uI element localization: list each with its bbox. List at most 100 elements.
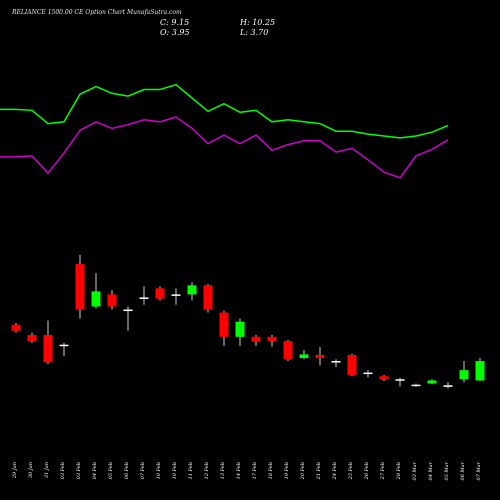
candle-body: [27, 335, 37, 342]
candle-body: [235, 321, 245, 337]
high-value: H: 10.25: [240, 18, 276, 27]
candle: [459, 361, 469, 383]
candle-body: [219, 312, 229, 337]
x-tick-label: 26 Feb: [364, 462, 370, 480]
candle-body: [299, 354, 309, 359]
candle: [267, 335, 277, 347]
x-tick-label: 20 Feb: [300, 462, 306, 480]
x-tick-label: 13 Feb: [220, 462, 226, 479]
x-tick-label: 10 Feb: [156, 462, 162, 479]
candle: [155, 286, 165, 301]
x-tick-label: 12 Feb: [204, 462, 210, 479]
candle: [315, 347, 325, 366]
candle-body: [315, 355, 325, 359]
candle-body: [475, 361, 485, 381]
candle: [475, 358, 485, 382]
candle-body: [107, 294, 117, 307]
x-tick-label: 03 Feb: [60, 462, 66, 479]
x-tick-label: 11 Feb: [188, 462, 194, 479]
candle: [411, 383, 421, 387]
candle-body: [347, 355, 357, 375]
candle-body: [91, 291, 101, 307]
candle-body: [11, 324, 21, 331]
x-tick-label: 04 Mar: [428, 461, 434, 480]
candle-body: [123, 309, 133, 312]
candle-body: [283, 341, 293, 360]
close-value: C: 9.15: [160, 18, 190, 27]
x-axis-labels: 29 Jan 30 Jan 31 Jan 03 Feb 03 Feb 04 Feb 05 F…: [12, 461, 482, 480]
x-tick-label: 10 Feb: [172, 462, 178, 479]
chart-title: RELIANCE 1500.00 CE Option Chart MunafaS…: [12, 9, 182, 16]
candle: [203, 284, 213, 313]
candle: [187, 282, 197, 301]
candle: [251, 335, 261, 346]
indicator-lines: [0, 83, 449, 179]
candle: [75, 255, 85, 319]
candles: [11, 255, 485, 389]
x-tick-label: 25 Feb: [348, 462, 354, 480]
open-value: O: 3.95: [160, 28, 190, 37]
candle: [299, 350, 309, 360]
x-tick-label: 07 Feb: [140, 462, 146, 479]
candle: [91, 273, 101, 309]
candle: [107, 290, 117, 310]
candle-body: [427, 380, 437, 384]
candle: [235, 318, 245, 346]
candle-body: [331, 361, 341, 363]
candle-body: [155, 288, 165, 299]
candle: [171, 288, 181, 305]
x-tick-label: 05 Feb: [108, 462, 114, 479]
candle-body: [379, 376, 389, 380]
candle-body: [59, 344, 69, 347]
candle-body: [411, 384, 421, 387]
candle: [331, 359, 341, 368]
low-value: L: 3.70: [240, 28, 269, 37]
candle-body: [267, 336, 277, 342]
x-tick-label: 28 Feb: [396, 462, 402, 480]
candle: [283, 339, 293, 362]
indicator-line-2: [0, 116, 449, 179]
x-tick-label: 06 Mar: [460, 461, 466, 480]
x-tick-label: 31 Jan: [44, 462, 50, 478]
x-tick-label: 17 Feb: [252, 462, 258, 479]
candle: [379, 375, 389, 382]
candle: [363, 370, 373, 378]
candle-body: [443, 385, 453, 387]
candle: [427, 379, 437, 385]
candle-body: [395, 379, 405, 381]
candle: [59, 342, 69, 357]
candle: [347, 353, 357, 377]
x-tick-label: 19 Feb: [284, 462, 290, 479]
candle: [11, 322, 21, 333]
candle-body: [75, 264, 85, 310]
x-tick-label: 30 Jan: [28, 462, 34, 478]
candle-body: [363, 372, 373, 375]
candle-body: [139, 297, 149, 299]
x-tick-label: 06 Feb: [124, 462, 130, 479]
x-tick-label: 29 Jan: [12, 462, 18, 479]
x-tick-label: 07 Mar: [476, 461, 482, 480]
candle: [443, 382, 453, 389]
x-tick-label: 18 Feb: [268, 462, 274, 479]
candle-body: [251, 336, 261, 342]
candle: [139, 286, 149, 305]
candle: [43, 320, 53, 365]
x-tick-label: 03 Feb: [76, 462, 82, 479]
x-tick-label: 14 Feb: [236, 462, 242, 479]
x-tick-label: 21 Feb: [316, 462, 322, 480]
candle-body: [203, 285, 213, 310]
x-tick-label: 27 Feb: [380, 462, 386, 480]
candle-body: [43, 335, 53, 363]
x-tick-label: 05 Mar: [444, 461, 450, 480]
indicator-line-1: [0, 83, 449, 139]
candle-body: [187, 285, 197, 295]
x-tick-label: 24 Feb: [332, 462, 338, 480]
candle: [395, 378, 405, 387]
candle-body: [459, 370, 469, 380]
candle: [27, 332, 37, 343]
candle-body: [171, 294, 181, 296]
candle: [123, 306, 133, 331]
candle: [219, 310, 229, 346]
x-tick-label: 04 Feb: [92, 462, 98, 479]
